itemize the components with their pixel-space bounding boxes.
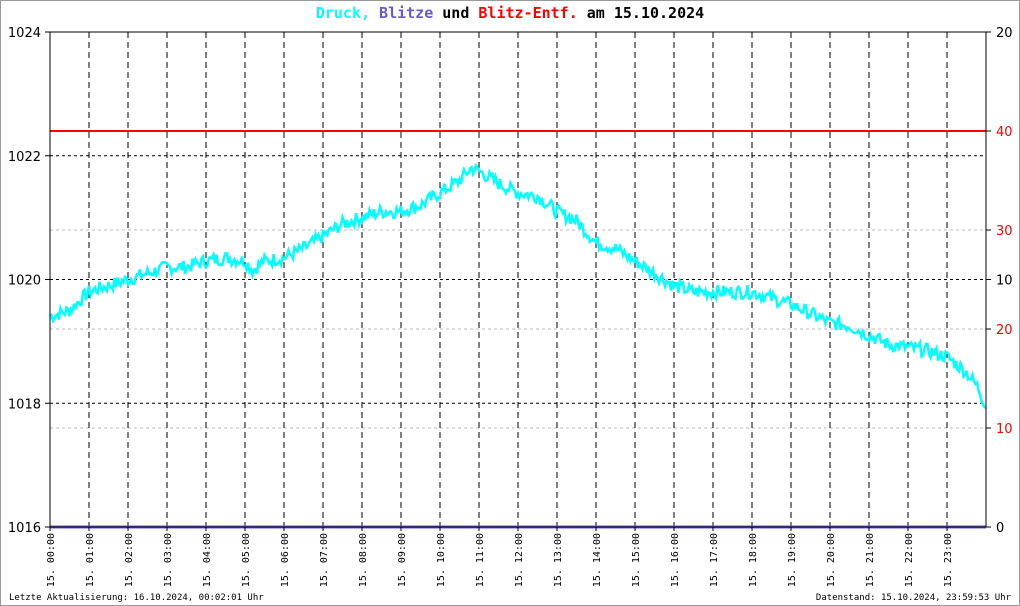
right-tick-label-entf: 30 [996, 224, 1013, 239]
x-tick-label: 15. 21:00 [865, 533, 876, 587]
chart-title: Druck, Blitze und Blitz-Entf. am 15.10.2… [1, 4, 1019, 22]
x-tick-label: 15. 07:00 [319, 533, 330, 587]
x-tick-label: 15. 12:00 [514, 533, 525, 587]
x-tick-label: 15. 04:00 [202, 533, 213, 587]
title-part: am 15.10.2024 [577, 4, 705, 22]
x-tick-label: 15. 14:00 [592, 533, 603, 587]
x-tick-label: 15. 03:00 [163, 533, 174, 587]
left-tick-label: 1018 [8, 397, 41, 412]
x-tick-label: 15. 02:00 [124, 533, 135, 587]
x-tick-label: 15. 16:00 [670, 533, 681, 587]
x-tick-label: 15. 01:00 [85, 533, 96, 587]
x-tick-label: 15. 17:00 [709, 533, 720, 587]
left-tick-label: 1016 [8, 521, 41, 536]
x-tick-label: 15. 22:00 [904, 533, 915, 587]
x-tick-label: 15. 11:00 [475, 533, 486, 587]
footer-last-update: Letzte Aktualisierung: 16.10.2024, 00:02… [9, 593, 264, 603]
right-tick-label-entf: 20 [996, 323, 1013, 338]
x-tick-label: 15. 18:00 [748, 533, 759, 587]
x-tick-label: 15. 05:00 [241, 533, 252, 587]
x-tick-label: 15. 19:00 [787, 533, 798, 587]
title-part: und [433, 4, 470, 22]
title-part: Druck, [315, 4, 371, 22]
right-tick-label-blitze: 10 [996, 274, 1013, 289]
series-druck [49, 163, 987, 409]
title-part: Blitze [370, 4, 434, 22]
x-tick-label: 15. 15:00 [631, 533, 642, 587]
x-tick-label: 15. 08:00 [358, 533, 369, 587]
left-tick-label: 1020 [8, 274, 41, 289]
x-tick-label: 15. 13:00 [553, 533, 564, 587]
x-tick-label: 15. 23:00 [943, 533, 954, 587]
x-tick-label: 15. 20:00 [826, 533, 837, 587]
x-tick-label: 15. 00:00 [46, 533, 57, 587]
left-tick-label: 1024 [8, 26, 41, 41]
footer-data-status: Datenstand: 15.10.2024, 23:59:53 Uhr [815, 593, 1011, 603]
title-part: Blitz-Entf. [469, 4, 578, 22]
left-tick-label: 1022 [8, 150, 41, 165]
right-tick-label-entf: 10 [996, 422, 1013, 437]
x-tick-label: 15. 06:00 [280, 533, 291, 587]
x-tick-label: 15. 10:00 [436, 533, 447, 587]
right-tick-label-blitze: 20 [996, 26, 1013, 41]
right-tick-label-blitze: 0 [996, 521, 1004, 536]
x-tick-label: 15. 09:00 [397, 533, 408, 587]
right-tick-label-entf: 40 [996, 125, 1013, 140]
